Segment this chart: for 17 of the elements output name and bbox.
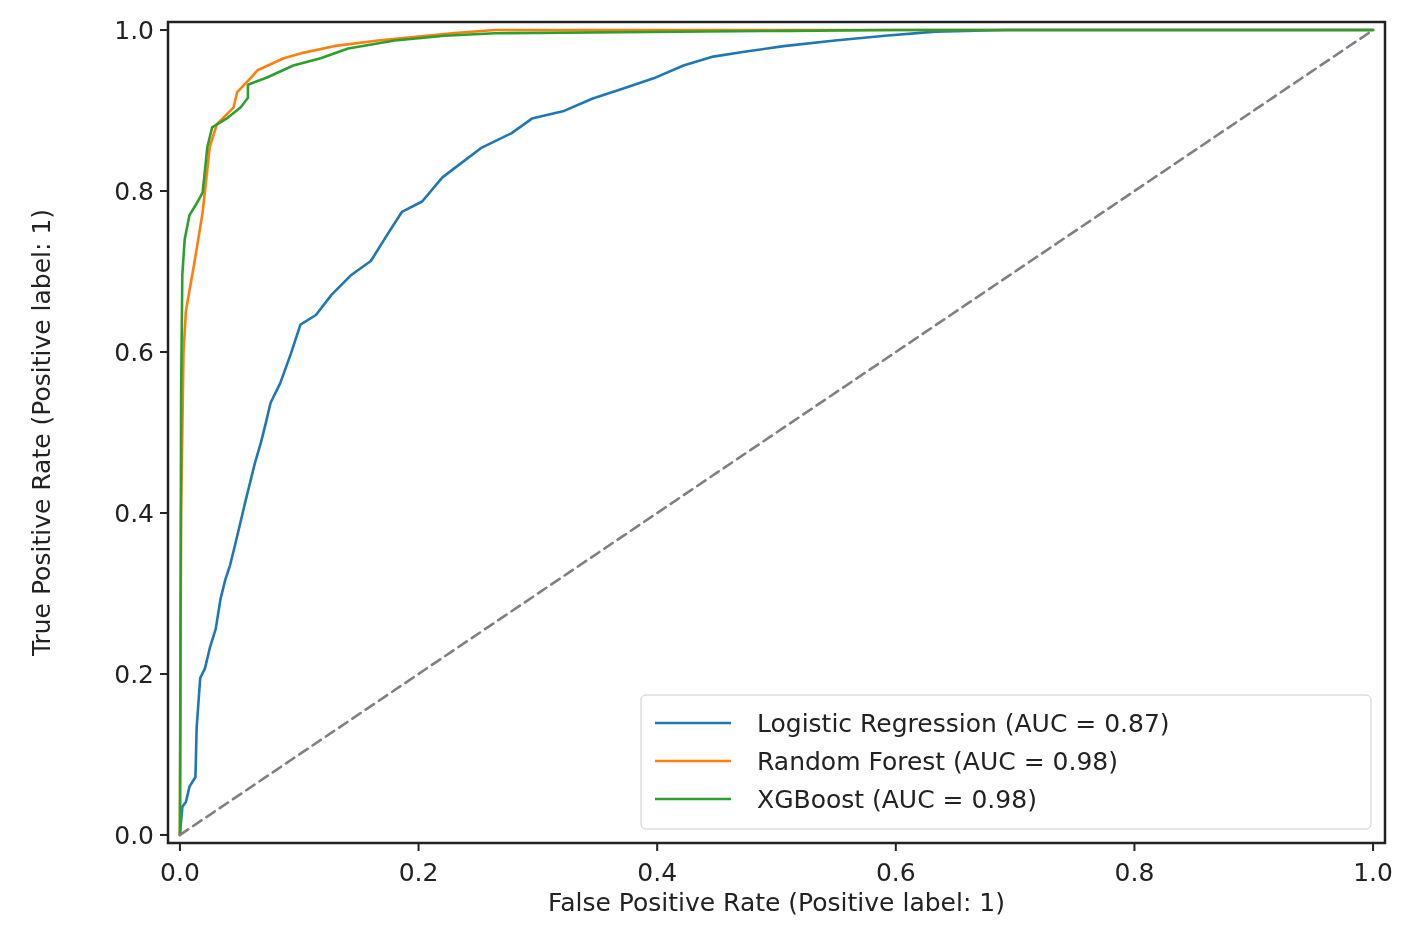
legend-label: XGBoost (AUC = 0.98)	[757, 784, 1037, 814]
y-tick-label: 0.4	[114, 498, 154, 528]
x-axis-title: False Positive Rate (Positive label: 1)	[548, 888, 1005, 917]
x-tick-label: 0.8	[1114, 858, 1155, 887]
y-axis-title: True Positive Rate (Positive label: 1)	[27, 208, 56, 658]
y-tick-label: 0.8	[114, 176, 154, 206]
x-tick-label: 0.4	[637, 858, 678, 887]
y-tick-label: 1.0	[114, 15, 154, 45]
legend-label: Logistic Regression (AUC = 0.87)	[757, 708, 1170, 738]
legend-label: Random Forest (AUC = 0.98)	[757, 746, 1118, 776]
x-tick-label: 1.0	[1353, 858, 1393, 887]
x-tick-label: 0.2	[398, 858, 439, 887]
y-tick-label: 0.0	[114, 820, 154, 850]
y-tick-label: 0.2	[114, 659, 154, 689]
x-tick-label: 0.0	[160, 858, 200, 887]
x-tick-label: 0.6	[875, 858, 916, 887]
y-tick-label: 0.6	[114, 337, 154, 367]
